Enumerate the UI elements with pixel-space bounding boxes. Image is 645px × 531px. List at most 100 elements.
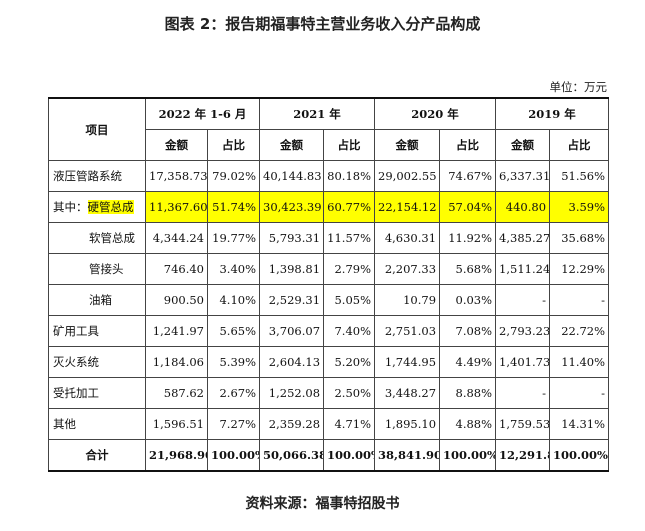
header-item: 项目 [48,97,146,161]
row-label: 软管总成 [48,222,146,254]
table-cell: 100.00% [549,439,610,472]
table-cell: 40,144.83 [259,160,325,192]
table-cell: - [549,377,610,409]
table-row: 合计21,968.90100.00%50,066.38100.00%38,841… [48,439,610,472]
table-row: 灭火系统 1,184.06 5.39% 2,604.13 5.20% 1,744.95 4.… [48,346,610,378]
table-cell: 6,337.31 [495,160,551,192]
table-cell: 11.40% [549,346,610,378]
table-cell: 2,359.28 [259,408,325,440]
table-cell: 12.29% [549,253,610,285]
table-cell: 29,002.55 [374,160,441,192]
table-cell: 4.49% [439,346,497,378]
table-cell: 1,241.97 [145,315,208,347]
row-label: 矿用工具 [48,315,146,347]
table-cell: 51.74% [206,191,261,223]
table-cell: 2,207.33 [374,253,441,285]
table-cell: 11.57% [323,222,376,254]
source-note: 资料来源：福事特招股书 [245,496,400,512]
table-cell: 12,291.80 [495,439,551,472]
table-cell: 1,252.08 [259,377,325,409]
table-cell: 1,398.81 [259,253,325,285]
table-cell: 3,448.27 [374,377,441,409]
table-cell: - [495,377,551,409]
table-cell: 4,344.24 [145,222,208,254]
subheader: 金额 [495,129,551,161]
table-cell: 30,423.39 [259,191,325,223]
table-cell: 2.67% [206,377,261,409]
header-year: 2021 年 [259,97,376,130]
header-year: 2022 年 1-6 月 [144,97,261,130]
table-cell: 2,529.31 [259,284,325,316]
table-row: 管接头 746.40 3.40% 1,398.81 2.79% 2,207.33 5.68%… [48,253,610,285]
subheader: 金额 [374,129,441,161]
table-cell: 60.77% [323,191,376,223]
table-cell: 900.50 [145,284,208,316]
table-cell: 22.72% [549,315,610,347]
table-row: 油箱 900.50 4.10% 2,529.31 5.05% 10.79 0.03% - - [48,284,610,316]
subheader: 占比 [439,129,497,161]
subheader: 金额 [145,129,208,161]
table-cell: 3.59% [549,191,610,223]
table-cell: 100.00% [323,439,376,472]
table-row: 矿用工具 1,241.97 5.65% 3,706.07 7.40% 2,751.03 7.… [48,315,610,347]
table-cell: 38,841.90 [374,439,441,472]
header-year: 2020 年 [374,97,497,130]
table-cell: 5.20% [323,346,376,378]
table-cell: 50,066.38 [259,439,325,472]
table-cell: 14.31% [549,408,610,440]
figure-title: 图表 2：报告期福事特主营业务收入分产品构成 [164,15,481,33]
table-cell: 1,184.06 [145,346,208,378]
table-cell: 11.92% [439,222,497,254]
table-cell: 4.10% [206,284,261,316]
table-row: 其中：硬管总成 11,367.60 51.74% 30,423.39 60.77% 22,… [48,191,610,223]
table-row: 液压管路系统 17,358.73 79.02% 40,144.83 80.18% 29,0… [48,160,610,192]
subheader: 占比 [206,129,261,161]
table-cell: 3,706.07 [259,315,325,347]
row-label-text: 硬管总成 [87,200,134,214]
row-label: 灭火系统 [48,346,146,378]
table-cell: 2.50% [323,377,376,409]
table-cell: 5.65% [206,315,261,347]
table-cell: 21,968.90 [145,439,208,472]
row-label: 液压管路系统 [48,160,146,192]
table-cell: 587.62 [145,377,208,409]
table-header-row: 项目 2022 年 1-6 月 2021 年 2020 年 2019 年 [48,97,610,161]
table-cell: 746.40 [145,253,208,285]
subheader: 金额 [259,129,325,161]
table-cell: 1,744.95 [374,346,441,378]
table-cell: 100.00% [206,439,261,472]
table-cell: 8.88% [439,377,497,409]
table-cell: 1,895.10 [374,408,441,440]
table-cell: 2,604.13 [259,346,325,378]
table-cell: 1,511.24 [495,253,551,285]
table-cell: 51.56% [549,160,610,192]
table-cell: 2,793.23 [495,315,551,347]
header-year: 2019 年 [495,97,610,130]
table-cell: 5.68% [439,253,497,285]
table-cell: 7.27% [206,408,261,440]
table-cell: 3.40% [206,253,261,285]
table-cell: 7.08% [439,315,497,347]
row-label: 管接头 [48,253,146,285]
table-cell: - [549,284,610,316]
table-cell: 35.68% [549,222,610,254]
table-cell: 1,401.73 [495,346,551,378]
table-subheader-row: 金额 占比 金额 占比 金额 占比 金额 占比 [49,129,610,161]
row-label: 其中：硬管总成 [48,191,146,223]
table-cell: 5.05% [323,284,376,316]
row-label: 受托加工 [48,377,146,409]
row-prefix: 其中： [53,200,88,214]
table-cell: 0.03% [439,284,497,316]
table-cell: 440.80 [495,191,551,223]
table-cell: 10.79 [374,284,441,316]
row-label: 油箱 [48,284,146,316]
table-row: 软管总成 4,344.24 19.77% 5,793.31 11.57% 4,630.31… [48,222,610,254]
table-cell: 2.79% [323,253,376,285]
table-cell: 4.88% [439,408,497,440]
unit-label: 单位：万元 [549,80,608,94]
table-cell: 5,793.31 [259,222,325,254]
table-cell: 17,358.73 [145,160,208,192]
table-cell: 4.71% [323,408,376,440]
table-cell: 100.00% [439,439,497,472]
table-cell: - [495,284,551,316]
